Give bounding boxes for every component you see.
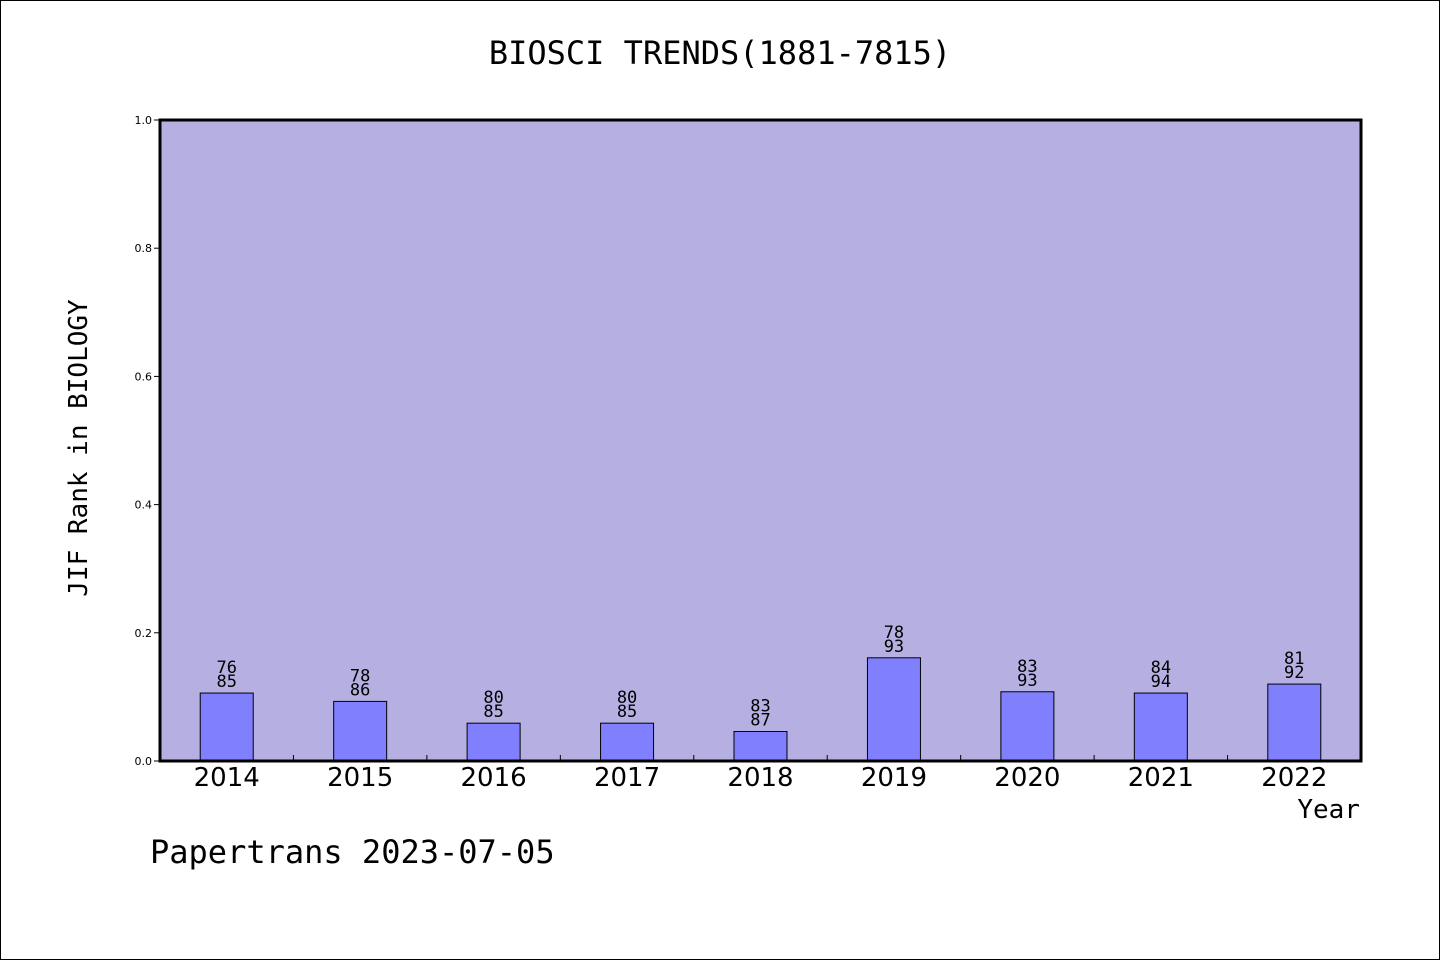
y-tick-label: 0.8 <box>135 242 153 255</box>
bar-data-label: 93 <box>884 637 904 657</box>
bar-data-label: 78 <box>884 623 904 643</box>
bar-data-label: 83 <box>1017 657 1037 677</box>
y-tick-label: 0.4 <box>135 499 153 512</box>
x-tick-label: 2017 <box>594 763 660 793</box>
plot-border <box>158 118 1363 763</box>
bar <box>199 692 254 762</box>
bar-data-label: 85 <box>483 702 503 722</box>
bar <box>1267 683 1322 762</box>
bar-data-label: 83 <box>750 697 770 717</box>
bar-data-label: 85 <box>216 672 236 692</box>
bar <box>333 700 388 762</box>
y-tick-label: 0.0 <box>135 755 153 768</box>
bar-data-label: 84 <box>1151 658 1171 678</box>
plot-area <box>160 120 1361 761</box>
footer-watermark: Papertrans 2023-07-05 <box>150 833 555 871</box>
chart-title: BIOSCI TRENDS(1881-7815) <box>488 34 952 72</box>
x-tick-label: 2018 <box>727 763 793 793</box>
y-tick-label: 1.0 <box>135 114 153 127</box>
x-axis-label: Year <box>1297 795 1360 825</box>
x-tick-label: 2014 <box>194 763 260 793</box>
bar-data-label: 93 <box>1017 671 1037 691</box>
bar-data-label: 80 <box>483 688 503 708</box>
bar-data-label: 81 <box>1284 649 1304 669</box>
bar <box>1133 692 1188 762</box>
x-tick-label: 2022 <box>1261 763 1327 793</box>
bar-data-label: 78 <box>350 666 370 686</box>
bar-data-label: 80 <box>617 688 637 708</box>
bar <box>1000 691 1055 762</box>
x-tick-label: 2016 <box>461 763 527 793</box>
y-tick-label: 0.6 <box>135 370 153 383</box>
bar <box>600 722 655 762</box>
bar <box>866 657 921 762</box>
x-tick-label: 2015 <box>327 763 393 793</box>
x-tick-label: 2021 <box>1128 763 1194 793</box>
bar-data-label: 86 <box>350 680 370 700</box>
bar-data-label: 85 <box>617 702 637 722</box>
y-tick-label: 0.2 <box>135 627 153 640</box>
bar-data-label: 87 <box>750 711 770 731</box>
x-tick-label: 2020 <box>994 763 1060 793</box>
bar-data-label: 92 <box>1284 663 1304 683</box>
bar <box>733 731 788 762</box>
bar <box>466 722 521 762</box>
x-tick-label: 2019 <box>861 763 927 793</box>
bar-data-label: 94 <box>1151 672 1171 692</box>
bar-data-label: 76 <box>216 658 236 678</box>
